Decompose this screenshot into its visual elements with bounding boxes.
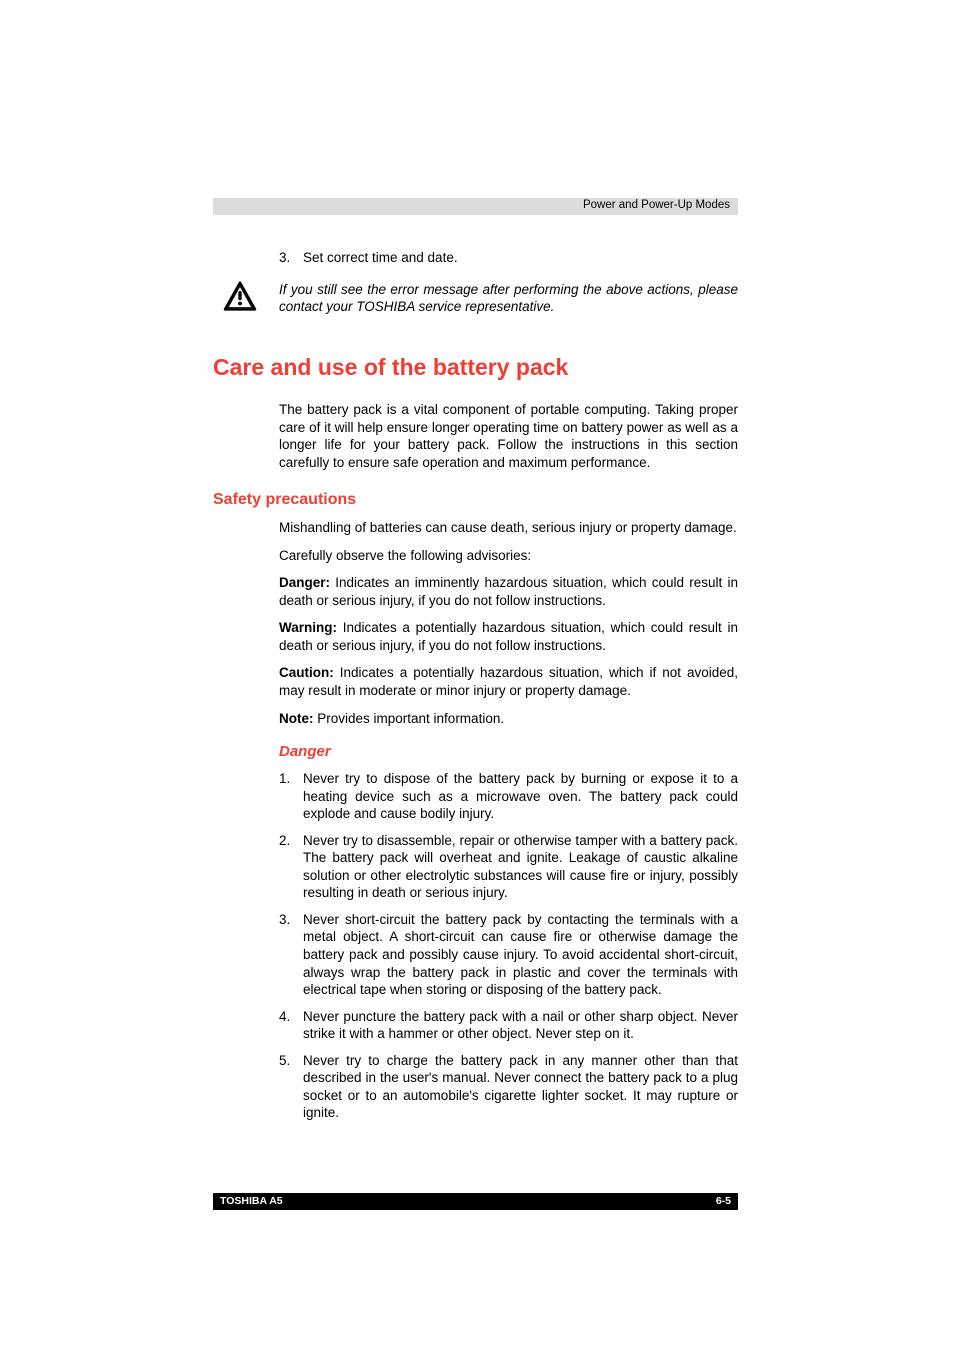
item-number: 1.	[279, 770, 303, 823]
main-content: 3. Set correct time and date. If you sti…	[213, 250, 738, 1131]
def-text: Indicates a potentially hazardous situat…	[279, 665, 738, 698]
running-title: Power and Power-Up Modes	[583, 199, 730, 211]
caution-block: If you still see the error message after…	[213, 281, 738, 316]
safety-heading: Safety precautions	[213, 491, 738, 509]
def-label: Note:	[279, 711, 314, 726]
def-text: Indicates an imminently hazardous situat…	[279, 575, 738, 608]
safety-para-1: Mishandling of batteries can cause death…	[279, 519, 738, 537]
def-note: Note: Provides important information.	[279, 710, 738, 728]
def-label: Danger:	[279, 575, 330, 590]
def-label: Warning:	[279, 620, 337, 635]
item-text: Never short-circuit the battery pack by …	[303, 911, 738, 999]
item-text: Never puncture the battery pack with a n…	[303, 1008, 738, 1043]
list-item: 5. Never try to charge the battery pack …	[279, 1052, 738, 1122]
footer-model: TOSHIBA A5	[220, 1195, 283, 1207]
def-caution: Caution: Indicates a potentially hazardo…	[279, 664, 738, 699]
step-text: Set correct time and date.	[303, 250, 458, 267]
list-item: 2. Never try to disassemble, repair or o…	[279, 832, 738, 902]
numbered-step-3: 3. Set correct time and date.	[279, 250, 738, 267]
def-warning: Warning: Indicates a potentially hazardo…	[279, 619, 738, 654]
def-text: Indicates a potentially hazardous situat…	[279, 620, 738, 653]
list-item: 3. Never short-circuit the battery pack …	[279, 911, 738, 999]
list-item: 4. Never puncture the battery pack with …	[279, 1008, 738, 1043]
safety-para-2: Carefully observe the following advisori…	[279, 547, 738, 565]
item-number: 5.	[279, 1052, 303, 1122]
intro-paragraph: The battery pack is a vital component of…	[279, 401, 738, 471]
def-text: Provides important information.	[314, 711, 505, 726]
item-number: 3.	[279, 911, 303, 999]
step-number: 3.	[279, 250, 303, 267]
item-text: Never try to charge the battery pack in …	[303, 1052, 738, 1122]
header-bar: Power and Power-Up Modes	[213, 198, 738, 215]
page-title: Care and use of the battery pack	[213, 354, 738, 381]
footer-page-number: 6-5	[716, 1195, 731, 1207]
caution-text: If you still see the error message after…	[279, 281, 738, 316]
item-text: Never try to dispose of the battery pack…	[303, 770, 738, 823]
list-item: 1. Never try to dispose of the battery p…	[279, 770, 738, 823]
danger-heading: Danger	[279, 743, 738, 760]
footer-bar: TOSHIBA A5 6-5	[213, 1193, 738, 1210]
def-danger: Danger: Indicates an imminently hazardou…	[279, 574, 738, 609]
item-text: Never try to disassemble, repair or othe…	[303, 832, 738, 902]
warning-triangle-icon	[223, 281, 257, 311]
def-label: Caution:	[279, 665, 334, 680]
item-number: 4.	[279, 1008, 303, 1043]
danger-list: 1. Never try to dispose of the battery p…	[279, 770, 738, 1122]
item-number: 2.	[279, 832, 303, 902]
